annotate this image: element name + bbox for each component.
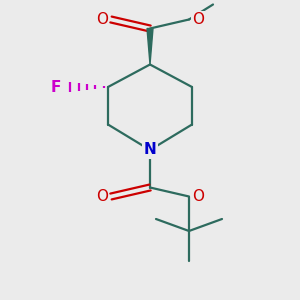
Text: F: F: [50, 80, 61, 94]
Text: O: O: [192, 189, 204, 204]
Text: O: O: [96, 189, 108, 204]
Text: O: O: [192, 12, 204, 27]
Text: O: O: [96, 12, 108, 27]
Polygon shape: [147, 28, 153, 64]
Text: N: N: [144, 142, 156, 158]
